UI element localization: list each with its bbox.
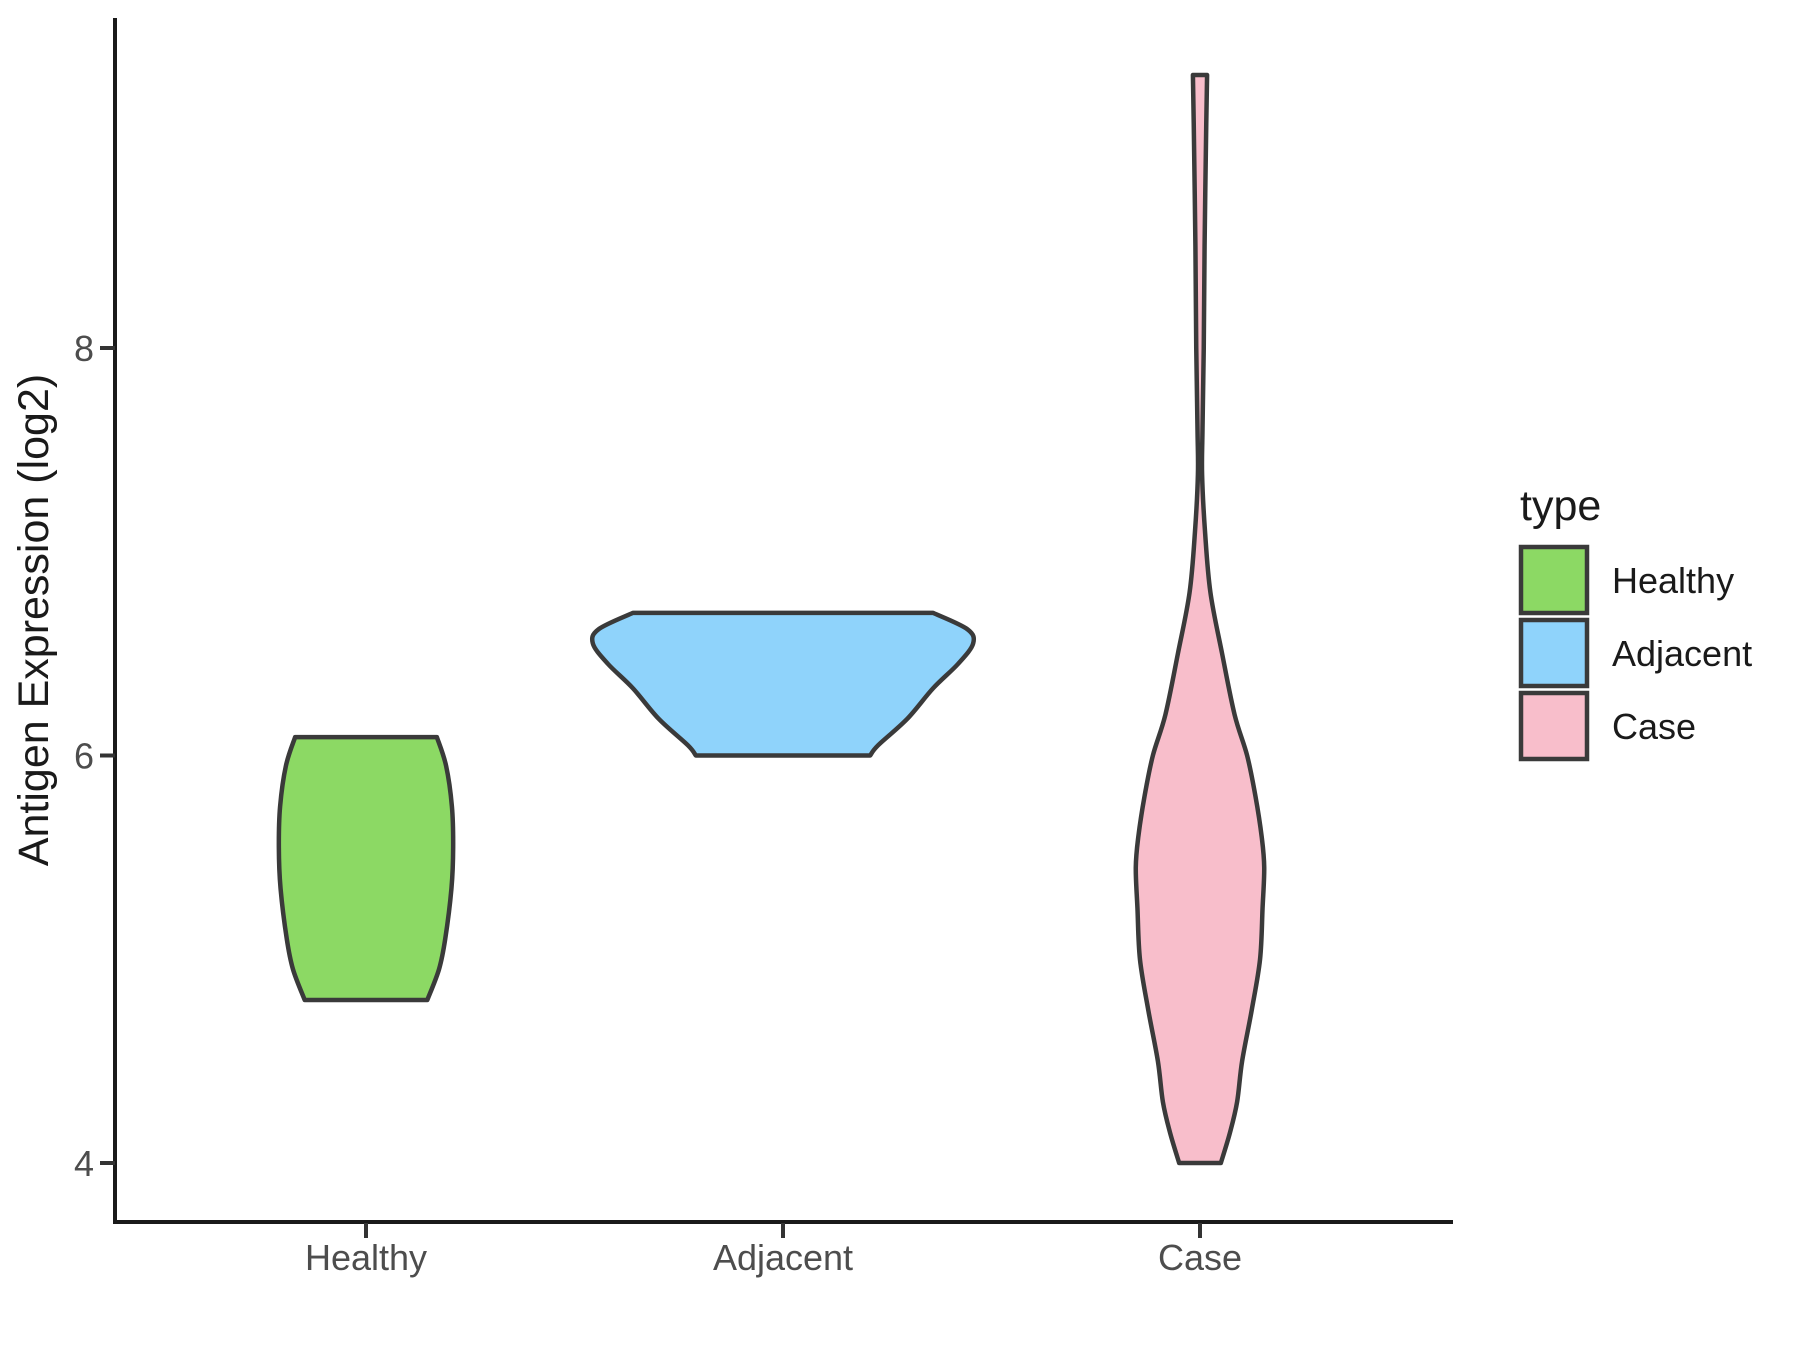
x-axis-label-case: Case [1158,1237,1242,1278]
legend-swatch-adjacent [1518,617,1590,689]
x-axis-label-healthy: Healthy [305,1237,427,1278]
legend-entries: Healthy Adjacent Case [1518,544,1752,762]
legend: type Healthy Adjacent Case [1518,482,1752,762]
y-axis-title: Antigen Expression (log2) [10,374,58,866]
violins [276,72,1267,1166]
legend-swatch-case [1518,690,1590,762]
legend-swatch-healthy [1518,544,1590,616]
x-axis-ticks: Healthy Adjacent Case [305,1223,1242,1278]
y-tick-label-8: 8 [74,328,94,369]
legend-label-healthy: Healthy [1612,560,1734,601]
violin-healthy [276,734,456,1003]
y-axis-ticks: 4 6 8 [74,328,115,1184]
legend-title: type [1520,482,1601,530]
x-axis-label-adjacent: Adjacent [713,1237,853,1278]
y-tick-label-4: 4 [74,1143,94,1184]
y-tick-label-6: 6 [74,736,94,777]
legend-label-adjacent: Adjacent [1612,633,1752,674]
violin-adjacent [589,610,977,758]
legend-label-case: Case [1612,706,1696,747]
violin-case [1133,72,1267,1166]
